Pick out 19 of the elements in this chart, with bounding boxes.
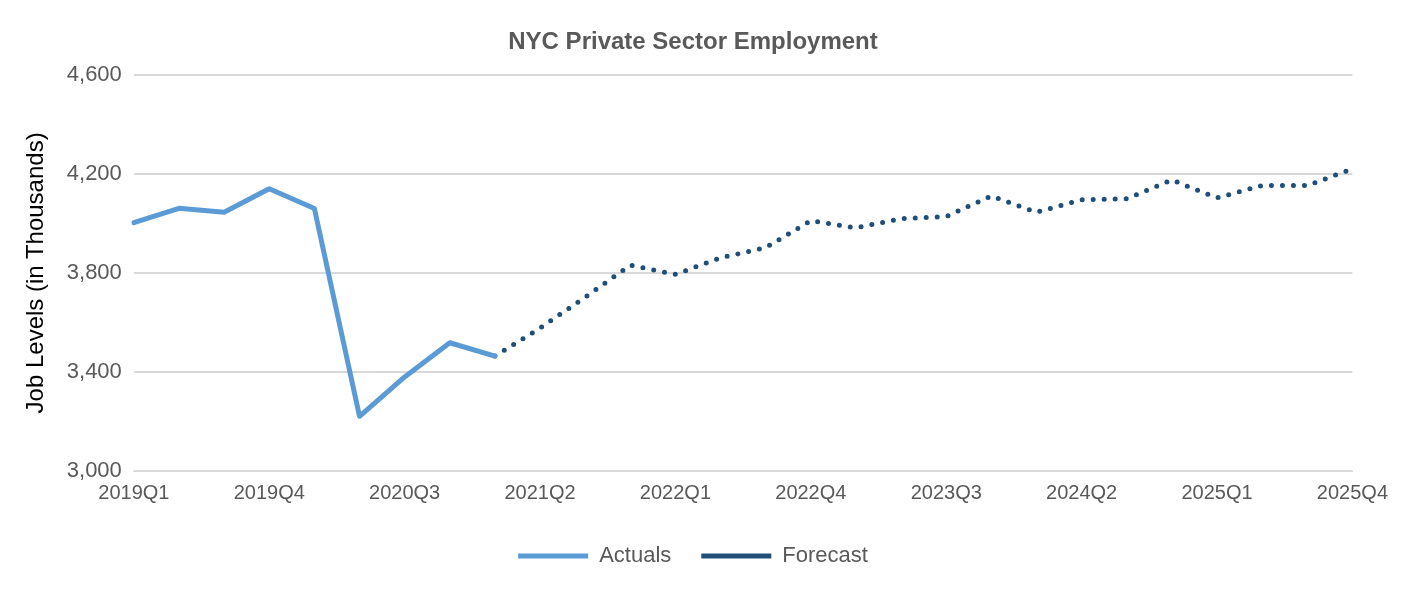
x-tick-label: 2021Q2 <box>504 480 576 503</box>
x-tick-label: 2024Q2 <box>1046 480 1118 503</box>
y-tick-label: 3,000 <box>66 457 122 483</box>
legend-label: Actuals <box>599 542 672 568</box>
x-tick-label: 2022Q4 <box>775 480 847 503</box>
x-tick-label: 2022Q1 <box>639 480 712 503</box>
legend-label: Forecast <box>782 542 868 568</box>
x-tick-label: 2025Q4 <box>1316 480 1388 503</box>
y-tick-label: 4,200 <box>66 159 122 185</box>
x-tick-label: 2023Q3 <box>910 480 982 503</box>
x-tick-label: 2019Q4 <box>233 480 305 503</box>
y-axis-title: Job Levels (in Thousands) <box>21 132 49 414</box>
y-tick-label: 4,600 <box>66 60 122 86</box>
chart-title: NYC Private Sector Employment <box>508 27 878 55</box>
x-tick-label: 2025Q1 <box>1181 480 1253 503</box>
x-tick-label: 2020Q3 <box>369 480 441 503</box>
y-tick-label: 3,800 <box>66 258 122 284</box>
x-tick-label: 2019Q1 <box>98 480 170 503</box>
y-tick-label: 3,400 <box>66 358 122 384</box>
